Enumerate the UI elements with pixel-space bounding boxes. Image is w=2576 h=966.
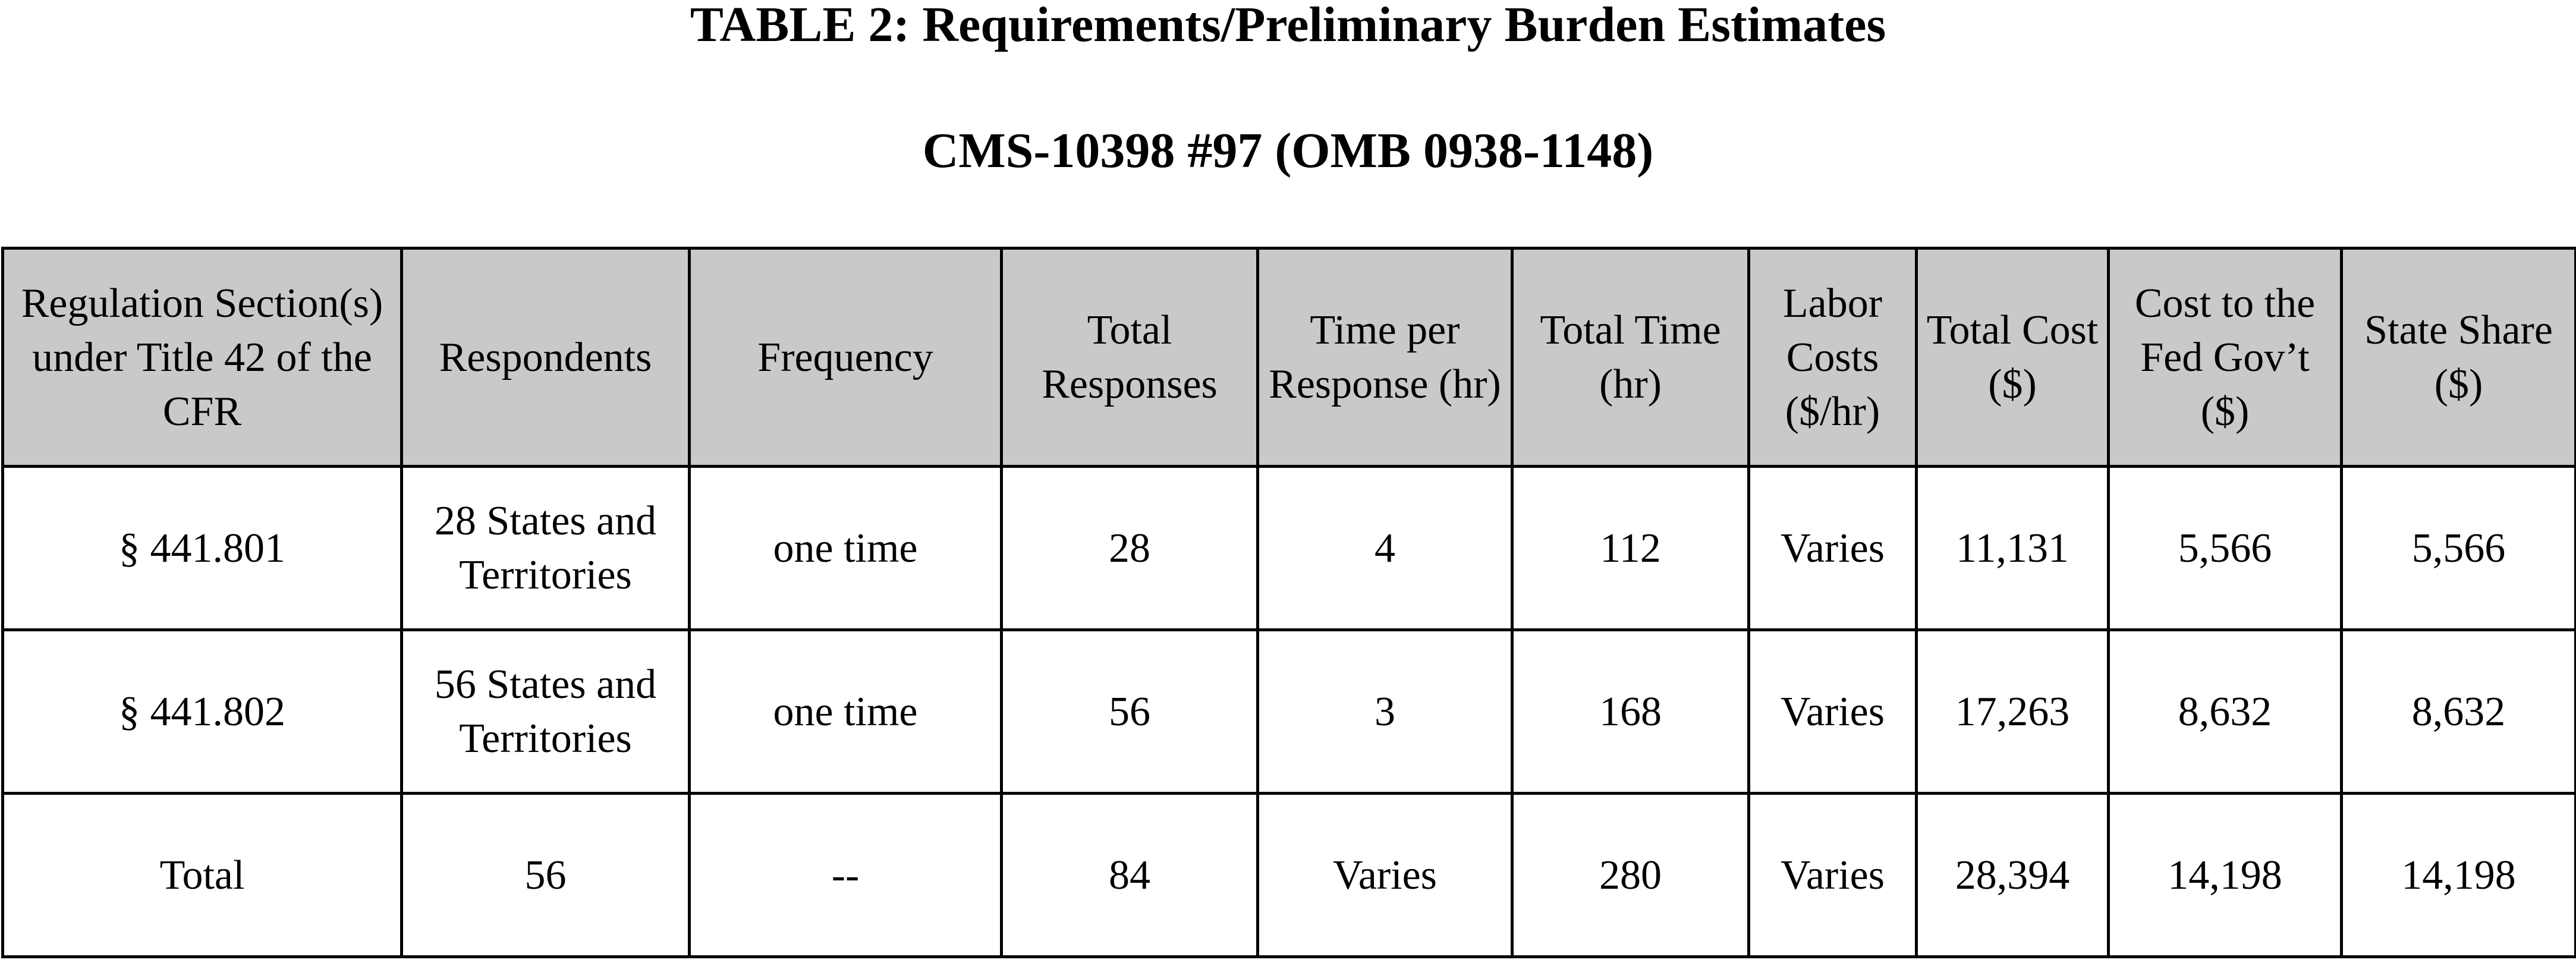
table-cell: 5,566 [2107, 465, 2343, 631]
table-cell: one time [688, 465, 1003, 631]
table-cell: Varies [1256, 792, 1514, 958]
table-title: TABLE 2: Requirements/Preliminary Burden… [690, 0, 1886, 52]
table-cell: Total [1, 792, 403, 958]
table-row: § 441.802 56 States and Territories one ti… [1, 628, 2576, 795]
table-cell: 56 States and Territories [400, 628, 691, 795]
column-header: Total Responses [1000, 247, 1259, 468]
table-cell: 28 States and Territories [400, 465, 691, 631]
table-cell: 17,263 [1915, 628, 2110, 795]
table-row: § 441.801 28 States and Territories one ti… [1, 465, 2576, 631]
column-header: Labor Costs ($/hr) [1747, 247, 1918, 468]
column-header: Total Time (hr) [1511, 247, 1750, 468]
table-cell: 56 [400, 792, 691, 958]
column-header: State Share ($) [2340, 247, 2576, 468]
column-header: Time per Response (hr) [1256, 247, 1514, 468]
table-row: Total 56 -- 84 Varies 280 Varies 28,394 14,198 14… [1, 792, 2576, 958]
table-body: § 441.801 28 States and Territories one ti… [1, 465, 2576, 958]
table-cell: 4 [1256, 465, 1514, 631]
table-cell: 14,198 [2340, 792, 2576, 958]
table-cell: one time [688, 628, 1003, 795]
column-header: Respondents [400, 247, 691, 468]
column-header: Regulation Section(s) under Title 42 of … [1, 247, 403, 468]
table-cell: 11,131 [1915, 465, 2110, 631]
table-subtitle: CMS-10398 #97 (OMB 0938-1148) [922, 123, 1654, 178]
table-cell: 8,632 [2340, 628, 2576, 795]
table-cell: -- [688, 792, 1003, 958]
table-cell: § 441.802 [1, 628, 403, 795]
column-header: Frequency [688, 247, 1003, 468]
table-cell: 84 [1000, 792, 1259, 958]
table-cell: 168 [1511, 628, 1750, 795]
table-cell: 280 [1511, 792, 1750, 958]
table-cell: 3 [1256, 628, 1514, 795]
burden-table: Regulation Section(s) under Title 42 of … [1, 247, 2576, 958]
column-header: Total Cost ($) [1915, 247, 2110, 468]
header-row: Regulation Section(s) under Title 42 of … [1, 247, 2576, 468]
table-cell: 8,632 [2107, 628, 2343, 795]
table-cell: 112 [1511, 465, 1750, 631]
table-cell: Varies [1747, 792, 1918, 958]
table-cell: § 441.801 [1, 465, 403, 631]
table-cell: 28 [1000, 465, 1259, 631]
table-cell: 14,198 [2107, 792, 2343, 958]
table-cell: Varies [1747, 628, 1918, 795]
column-header: Cost to the Fed Gov’t ($) [2107, 247, 2343, 468]
table-cell: 5,566 [2340, 465, 2576, 631]
table-cell: 56 [1000, 628, 1259, 795]
table-cell: Varies [1747, 465, 1918, 631]
table-cell: 28,394 [1915, 792, 2110, 958]
